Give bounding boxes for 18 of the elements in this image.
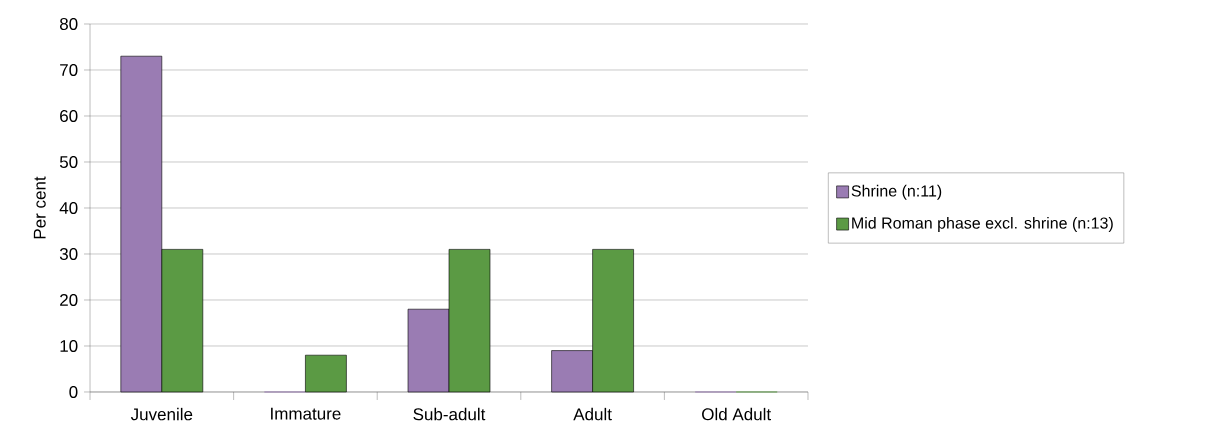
y-tick-label: 50 bbox=[59, 155, 78, 169]
y-axis-title: Per cent bbox=[33, 176, 46, 239]
y-tick-label: 0 bbox=[69, 385, 78, 399]
bar bbox=[305, 354, 347, 393]
x-tick-label: Sub-adult bbox=[413, 407, 486, 421]
y-tick-label: 30 bbox=[59, 247, 78, 261]
y-tick-label: 70 bbox=[60, 63, 78, 77]
x-tick-label: Old Adult bbox=[702, 407, 772, 421]
legend-label: Shrine (n:11) bbox=[851, 184, 942, 200]
y-tick-label: 60 bbox=[60, 109, 78, 123]
x-tick-label: Immature bbox=[271, 407, 341, 420]
x-tick-label: Juvenile bbox=[130, 407, 193, 421]
y-tick-label: 40 bbox=[59, 201, 78, 215]
y-tick-label: 10 bbox=[60, 339, 78, 353]
y-tick-label: 20 bbox=[60, 293, 78, 307]
y-tick-label: 80 bbox=[59, 17, 78, 31]
legend-label: Mid Roman phase excl. shrine (n:13) bbox=[852, 217, 1113, 232]
x-tick-label: Adult bbox=[573, 407, 612, 421]
